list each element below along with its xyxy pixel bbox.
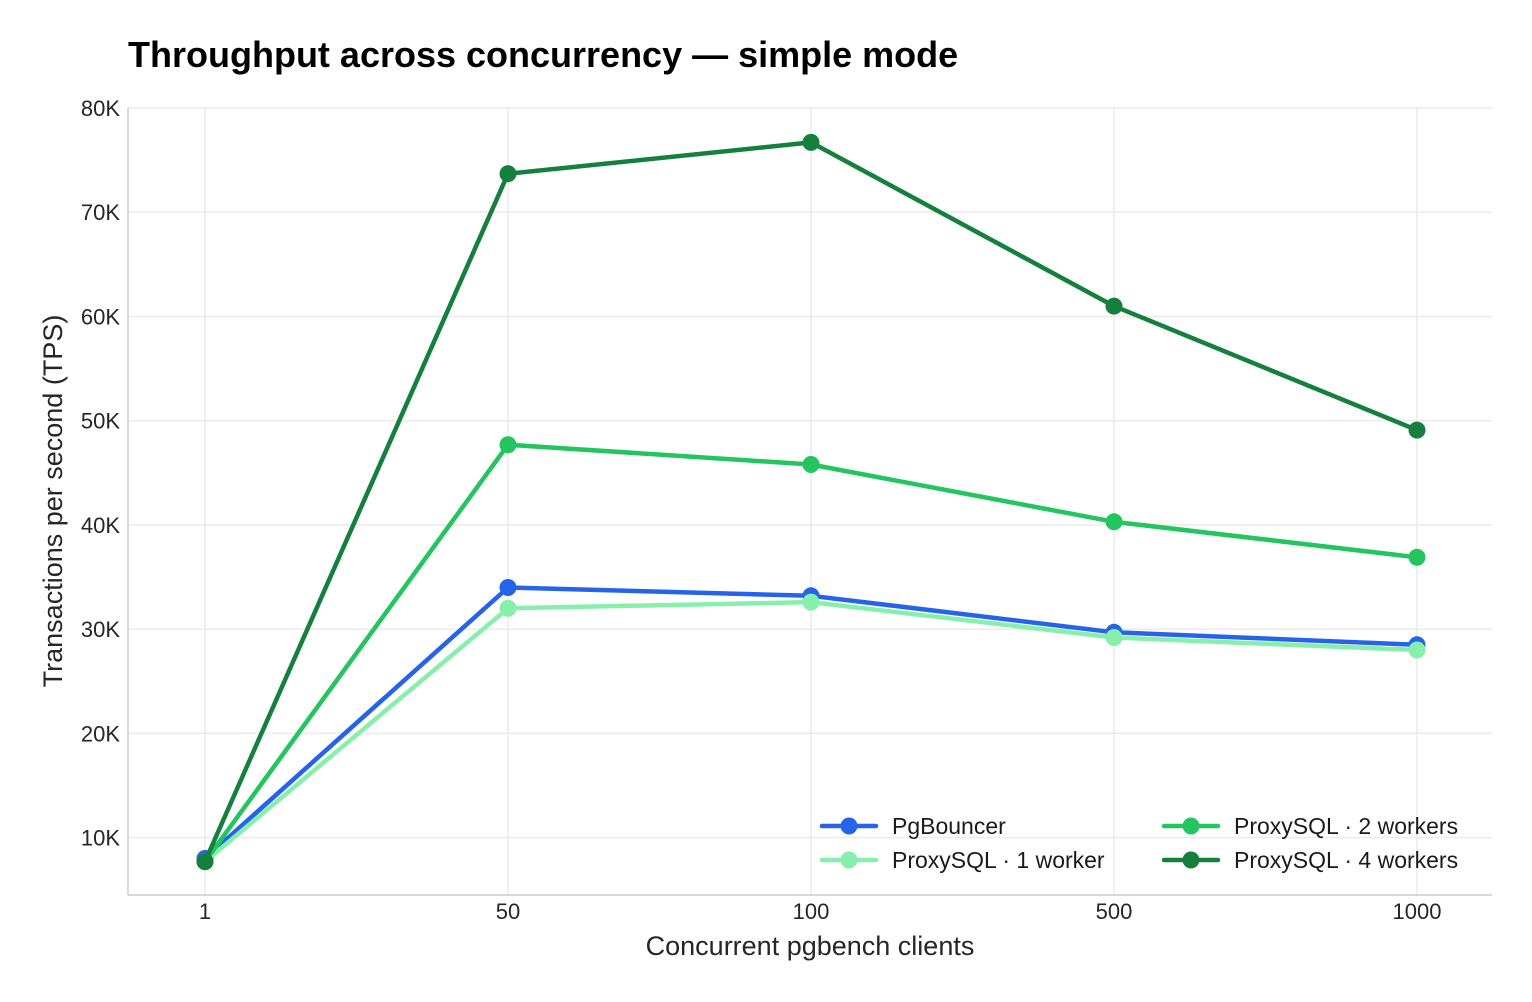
- legend-item: PgBouncer: [819, 813, 1006, 839]
- y-tick-labels: 10K 20K 30K 40K 50K 60K 70K 80K: [81, 96, 120, 851]
- y-tick-label: 70K: [81, 200, 120, 225]
- x-tick-label: 50: [496, 899, 520, 924]
- data-point: [196, 853, 214, 871]
- data-point: [499, 436, 517, 454]
- y-tick-label: 60K: [81, 304, 120, 329]
- legend-item: ProxySQL · 4 workers: [1161, 847, 1458, 873]
- x-tick-label: 500: [1096, 899, 1133, 924]
- y-tick-label: 20K: [81, 721, 120, 746]
- legend-label: ProxySQL · 4 workers: [1234, 847, 1458, 873]
- data-point: [802, 593, 820, 611]
- y-tick-label: 40K: [81, 513, 120, 538]
- data-point: [1105, 629, 1123, 646]
- x-tick-labels: 1 50 100 500 1000: [199, 899, 1442, 924]
- x-tick-label: 1: [199, 899, 211, 924]
- legend-item: ProxySQL · 1 worker: [819, 847, 1105, 873]
- legend-marker: [840, 817, 858, 835]
- data-point: [802, 456, 820, 473]
- legend-label: ProxySQL · 2 workers: [1234, 813, 1458, 839]
- legend-label: PgBouncer: [892, 813, 1006, 839]
- legend-item: ProxySQL · 2 workers: [1161, 813, 1458, 839]
- axes: [127, 108, 1492, 896]
- x-tick-label: 1000: [1393, 899, 1442, 924]
- y-tick-label: 10K: [81, 826, 120, 851]
- y-tick-label: 30K: [81, 617, 120, 642]
- legend-marker: [1182, 817, 1200, 835]
- data-point: [1408, 421, 1426, 439]
- data-point: [802, 133, 820, 151]
- legend: PgBouncer ProxySQL · 1 worker ProxySQL · 2…: [819, 813, 1458, 873]
- data-point: [499, 579, 517, 596]
- data-point: [499, 165, 517, 183]
- chart-title: Throughput across concurrency — simple m…: [128, 34, 958, 75]
- legend-label: ProxySQL · 1 worker: [892, 847, 1105, 873]
- data-point: [1408, 548, 1426, 566]
- data-point: [1105, 513, 1123, 531]
- legend-marker: [840, 851, 858, 869]
- legend-marker: [1182, 851, 1200, 869]
- data-point: [499, 599, 517, 617]
- data-point: [1105, 297, 1123, 315]
- series-3: [196, 436, 1426, 871]
- y-tick-label: 50K: [81, 409, 120, 434]
- y-axis-label: Transactions per second (TPS): [38, 315, 68, 688]
- series-lines: [196, 133, 1426, 871]
- y-tick-label: 80K: [81, 96, 120, 121]
- series-4: [196, 133, 1426, 871]
- x-tick-label: 100: [793, 899, 830, 924]
- data-point: [1408, 641, 1426, 659]
- grid: [128, 107, 1492, 895]
- x-axis-label: Concurrent pgbench clients: [646, 931, 975, 961]
